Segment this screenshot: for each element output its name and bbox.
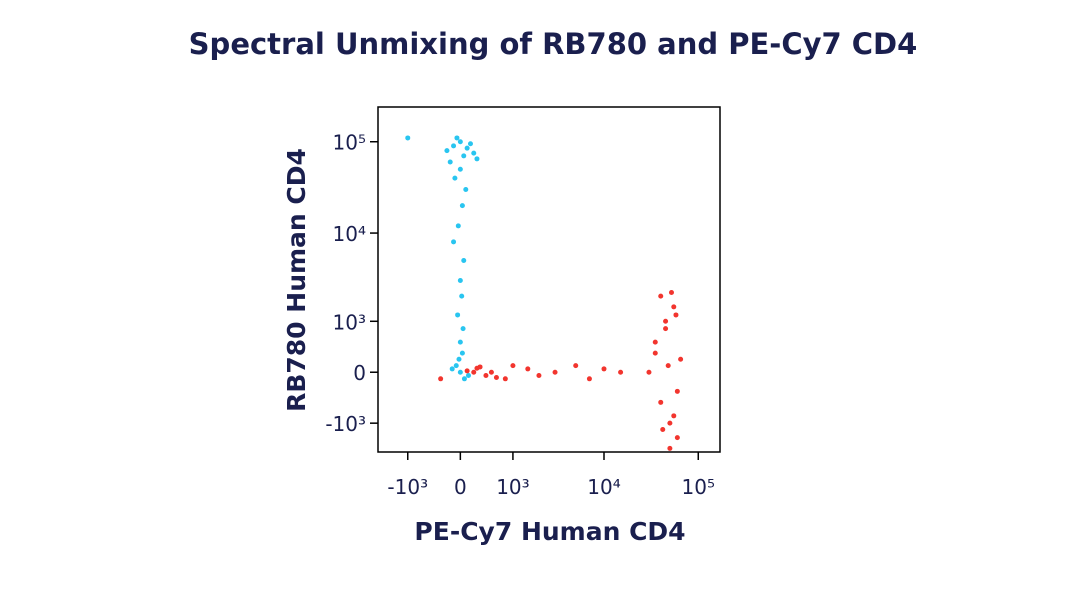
point [658, 399, 664, 405]
x-tick-label: -10³ [387, 475, 428, 499]
x-axis-label: PE-Cy7 Human CD4 [414, 517, 685, 546]
point [671, 413, 677, 419]
y-axis-label: RB780 Human CD4 [282, 148, 311, 412]
point [665, 363, 671, 369]
point [663, 326, 669, 332]
plot-frame [377, 106, 721, 453]
point [493, 375, 499, 381]
point [573, 363, 579, 369]
point [674, 388, 680, 394]
point [618, 369, 624, 375]
point [660, 427, 666, 433]
y-tick-label: 10⁵ [333, 131, 366, 155]
point [460, 326, 466, 332]
point [457, 139, 463, 145]
point [510, 363, 516, 369]
point [456, 356, 462, 362]
point [667, 420, 673, 426]
y-tick-label: 10³ [333, 310, 366, 334]
point [474, 365, 480, 371]
point [668, 289, 674, 295]
point [671, 304, 677, 310]
point [678, 356, 684, 362]
point [471, 150, 477, 156]
point [464, 145, 470, 151]
point [463, 187, 469, 193]
point [646, 369, 652, 375]
point [461, 153, 467, 159]
point [451, 143, 457, 149]
y-tick-label: 0 [353, 361, 366, 385]
point [674, 435, 680, 441]
point [451, 239, 457, 245]
point [536, 373, 542, 379]
point [455, 223, 461, 229]
point [465, 373, 471, 379]
x-tick-label: 10⁵ [682, 475, 715, 499]
point [467, 141, 473, 147]
point [483, 373, 489, 379]
point [459, 293, 465, 299]
point [586, 376, 592, 382]
point [663, 318, 669, 324]
point [454, 135, 460, 141]
point [552, 369, 558, 375]
point [444, 148, 450, 154]
y-tick-label: 10⁴ [333, 222, 366, 246]
point [464, 368, 470, 374]
x-tick-label: 0 [454, 475, 467, 499]
point [457, 369, 463, 375]
y-tick-label: -10³ [325, 412, 366, 436]
point [502, 376, 508, 382]
point [447, 159, 453, 165]
point [459, 350, 465, 356]
point [457, 166, 463, 172]
point [667, 445, 673, 451]
point [652, 350, 658, 356]
chart-title: Spectral Unmixing of RB780 and PE-Cy7 CD… [189, 27, 918, 61]
point [488, 369, 494, 375]
point [652, 339, 658, 345]
x-tick-label: 10⁴ [587, 475, 620, 499]
point [461, 257, 467, 263]
point [438, 376, 444, 382]
point [449, 366, 455, 372]
point [457, 339, 463, 345]
point [455, 312, 461, 318]
point [525, 366, 531, 372]
point [457, 277, 463, 283]
point [452, 175, 458, 181]
x-tick-label: 10³ [496, 475, 529, 499]
point [673, 312, 679, 318]
point [405, 135, 411, 141]
point [461, 376, 467, 382]
point [658, 293, 664, 299]
point [459, 203, 465, 209]
point [601, 366, 607, 372]
point [474, 156, 480, 162]
point [471, 369, 477, 375]
point [453, 363, 459, 369]
